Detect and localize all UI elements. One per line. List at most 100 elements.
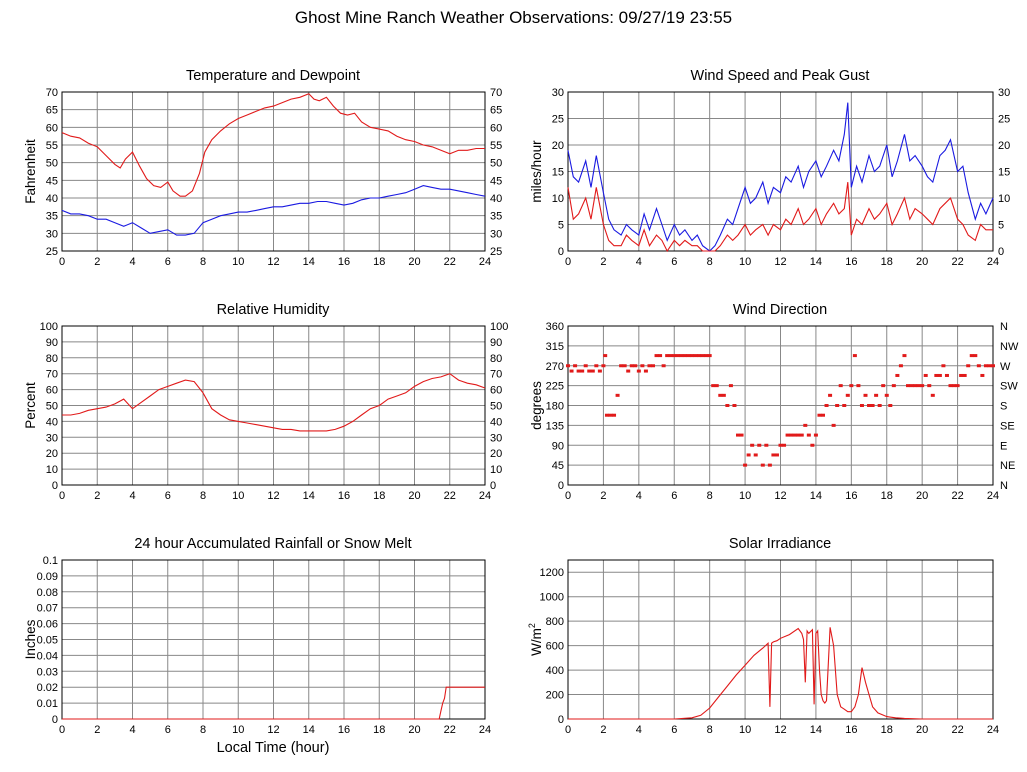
y-tick-label: 0.05: [37, 635, 58, 647]
y-tick-label: 360: [546, 321, 564, 333]
x-tick-label: 4: [129, 490, 135, 502]
y-tick-label: 200: [546, 690, 564, 702]
data-point: [884, 393, 889, 397]
data-point: [566, 364, 570, 368]
data-point: [831, 423, 836, 427]
y-tick-label-right: 0: [998, 246, 1004, 258]
y-tick-label: 0: [52, 480, 58, 492]
x-tick-label: 14: [303, 724, 315, 736]
data-point: [682, 354, 687, 358]
x-tick-label: 20: [916, 490, 928, 502]
y-tick-label-right: 60: [490, 385, 502, 397]
x-axis-label: Local Time (hour): [217, 740, 330, 756]
data-point: [867, 404, 872, 407]
y-tick-label-right: 10: [998, 193, 1010, 205]
x-tick-label: 12: [267, 490, 279, 502]
y-tick-label-right: 90: [490, 337, 502, 349]
x-tick-label: 2: [94, 724, 100, 736]
x-tick-label: 12: [774, 724, 786, 736]
compass-label: W: [1000, 361, 1011, 373]
data-point: [711, 384, 716, 388]
compass-label: N: [1000, 480, 1008, 492]
x-tick-label: 22: [444, 490, 456, 502]
data-point: [767, 463, 772, 467]
x-tick-label: 6: [671, 724, 677, 736]
x-tick-label: 6: [165, 724, 171, 736]
y-tick-label-right: 35: [490, 211, 502, 223]
series-line-rh-0: [62, 373, 486, 432]
x-tick-label: 10: [739, 724, 751, 736]
x-tick-label: 14: [810, 256, 822, 268]
data-point: [753, 453, 758, 457]
y-tick-label-right: 40: [490, 416, 502, 428]
data-point: [725, 404, 730, 407]
y-tick-label: 55: [46, 140, 58, 152]
y-tick-label-right: 65: [490, 105, 502, 117]
data-point: [991, 364, 995, 368]
data-point: [622, 364, 627, 368]
x-tick-label: 6: [165, 256, 171, 268]
y-tick-label-right: 45: [490, 175, 502, 187]
y-tick-label-right: 25: [490, 246, 502, 258]
y-tick-label: 1000: [540, 592, 564, 604]
data-point: [603, 354, 608, 358]
data-point: [930, 393, 935, 397]
x-tick-label: 2: [94, 490, 100, 502]
x-tick-label: 12: [267, 724, 279, 736]
x-tick-label: 18: [881, 724, 893, 736]
data-point: [619, 364, 624, 368]
x-tick-label: 4: [636, 256, 642, 268]
data-point: [845, 393, 850, 397]
chart-title-dir: Wind Direction: [733, 302, 827, 318]
x-tick-label: 8: [200, 724, 206, 736]
data-point: [672, 354, 677, 358]
data-point: [799, 433, 804, 437]
y-axis-label-solar: W/m2: [527, 623, 544, 656]
x-tick-label: 2: [600, 490, 606, 502]
series-line-wind-0: [567, 102, 994, 252]
y-tick-label: 20: [46, 448, 58, 460]
compass-label: E: [1000, 440, 1007, 452]
y-tick-label: 0.02: [37, 682, 58, 694]
data-point: [987, 364, 992, 368]
y-tick-label-right: 30: [998, 87, 1010, 99]
data-point: [728, 384, 733, 388]
data-point: [573, 364, 578, 368]
data-point: [700, 354, 705, 358]
data-point: [962, 373, 967, 377]
data-point: [693, 354, 698, 358]
x-tick-label: 12: [774, 490, 786, 502]
plot-frame-rh: [61, 325, 486, 486]
y-tick-label: 65: [46, 105, 58, 117]
plot-frame-wind: [567, 91, 994, 252]
data-point: [608, 413, 613, 417]
y-tick-label: 70: [46, 369, 58, 381]
y-tick-label: 0.1: [43, 555, 58, 567]
data-point: [973, 354, 978, 358]
data-point: [870, 404, 875, 407]
data-point: [718, 393, 723, 397]
data-point: [668, 354, 673, 358]
x-tick-label: 0: [59, 256, 65, 268]
data-point: [909, 384, 914, 388]
data-point: [948, 384, 953, 388]
data-point: [824, 404, 829, 407]
plot-frame-dir: [567, 325, 994, 486]
y-tick-label: 100: [40, 321, 58, 333]
y-tick-label: 0.08: [37, 587, 58, 599]
data-point: [849, 384, 854, 388]
data-point: [736, 433, 740, 437]
compass-label: NW: [1000, 341, 1019, 353]
x-tick-label: 4: [636, 724, 642, 736]
x-tick-label: 2: [600, 256, 606, 268]
x-tick-label: 18: [373, 490, 385, 502]
data-point: [594, 364, 599, 368]
y-tick-label: 0: [558, 246, 564, 258]
data-point: [898, 364, 903, 368]
data-point: [732, 404, 737, 407]
data-point: [852, 354, 857, 358]
y-tick-label-right: 50: [490, 401, 502, 413]
y-tick-label: 0: [52, 714, 58, 726]
x-tick-label: 24: [479, 256, 491, 268]
x-tick-label: 22: [444, 256, 456, 268]
